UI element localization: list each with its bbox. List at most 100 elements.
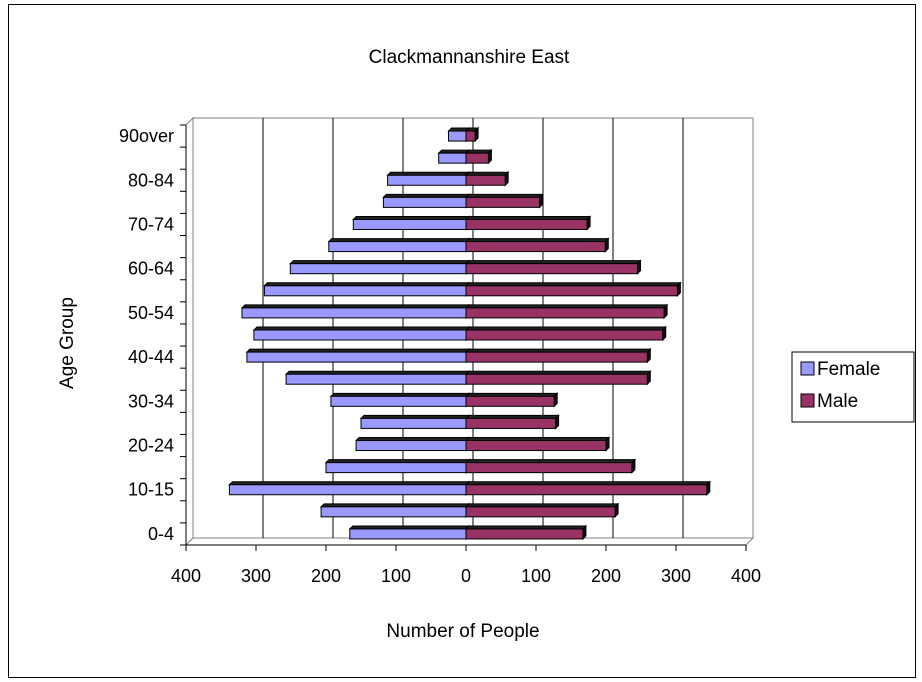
bar-face (465, 218, 588, 230)
bar-face (465, 329, 664, 341)
bar-female (437, 148, 471, 165)
bar-female (319, 502, 471, 519)
bar-female (324, 458, 471, 474)
y-tick-label: 50-54 (128, 303, 174, 323)
y-tick-label: 30-34 (128, 391, 174, 411)
y-tick-label: 20-24 (128, 436, 174, 456)
x-tick-label: 300 (241, 566, 271, 586)
y-tick-label: 40-44 (128, 347, 174, 367)
bar-face (465, 351, 648, 363)
bar-female (352, 215, 471, 231)
bar-face (241, 307, 467, 319)
x-tick-label: 400 (731, 566, 761, 586)
chart-title: Clackmannanshire East (369, 47, 570, 68)
bar-male (464, 436, 611, 452)
x-tick-label: 0 (461, 566, 471, 586)
bar-female (245, 347, 471, 364)
y-tick-label: 90over (119, 126, 174, 146)
bar-face (465, 307, 665, 319)
bar-female (252, 325, 471, 342)
bar-face (246, 351, 467, 363)
y-tick-label: 70-74 (128, 214, 174, 234)
bar-face (465, 528, 584, 540)
bar-face (320, 506, 467, 518)
side-wall (185, 116, 194, 547)
bar-male (464, 458, 637, 474)
bar-face (349, 528, 467, 540)
bar-face (465, 196, 540, 208)
bar-face (465, 440, 607, 452)
legend-swatch-male (800, 393, 815, 408)
chart-frame: Clackmannanshire East 400 300 200 100 0 100 20… (8, 4, 916, 678)
x-axis-title: Number of People (386, 621, 539, 642)
x-tick-label: 100 (381, 566, 411, 586)
bar-male (464, 259, 642, 275)
bar-male (464, 215, 592, 231)
bar-female (289, 259, 471, 275)
bar-face (352, 218, 467, 230)
bar-male (464, 193, 544, 209)
bar-face (465, 152, 489, 164)
bars (228, 126, 712, 541)
bar-face (285, 373, 467, 385)
legend-label-male: Male (817, 391, 858, 412)
bar-male (464, 370, 652, 386)
bar-face (465, 373, 648, 385)
bar-male (464, 126, 480, 143)
bar-male (464, 392, 559, 408)
bar-face (465, 506, 616, 518)
bar-face (355, 440, 467, 452)
x-tick-label: 200 (311, 566, 341, 586)
bar-face (465, 241, 606, 253)
bar-female (354, 436, 471, 452)
x-tick-label: 400 (171, 566, 201, 586)
bar-male (464, 347, 652, 364)
bar-female (348, 524, 471, 541)
bar-male (464, 480, 712, 496)
y-tick-label: 10-15 (128, 480, 174, 500)
bar-male (464, 148, 493, 165)
x-tick-label: 300 (661, 566, 691, 586)
legend-swatch-female (800, 361, 815, 376)
bar-face (465, 130, 476, 142)
bar-male (464, 303, 669, 320)
bar-face (289, 263, 467, 275)
bar-face (387, 174, 467, 186)
bar-face (465, 484, 708, 496)
bar-male (464, 414, 560, 430)
bar-face (253, 329, 467, 341)
bar-face (465, 174, 506, 186)
bar-female (263, 281, 471, 297)
legend-label-female: Female (817, 359, 880, 380)
bar-face (328, 241, 467, 253)
y-tick-label: 0-4 (148, 524, 174, 544)
bar-face (465, 462, 633, 474)
bar-male (464, 325, 667, 342)
y-tick-label: 60-64 (128, 259, 174, 279)
bar-face (438, 152, 467, 164)
bar-female (382, 193, 471, 209)
bar-male (464, 524, 588, 541)
bar-female (359, 414, 471, 430)
tick-labels: 400 300 200 100 0 100 200 300 400 0-4 10-15 20-24 30… (119, 126, 761, 586)
bar-male (464, 171, 510, 187)
bar-face (330, 395, 467, 407)
bar-female (327, 237, 471, 253)
bar-face (360, 417, 467, 429)
bar-face (263, 285, 467, 297)
y-tick-label: 80-84 (128, 170, 174, 190)
bar-male (464, 237, 610, 253)
bar-face (382, 196, 467, 208)
bar-male (464, 281, 682, 297)
axes (180, 124, 747, 551)
y-axis-title: Age Group (57, 297, 78, 389)
bar-face (465, 417, 557, 429)
population-pyramid-chart: Clackmannanshire East 400 300 200 100 0 100 20… (57, 47, 915, 642)
x-tick-label: 100 (521, 566, 551, 586)
bar-female (386, 171, 471, 187)
x-tick-label: 200 (591, 566, 621, 586)
bar-face (465, 263, 638, 275)
bar-face (325, 462, 467, 474)
bar-male (464, 502, 620, 519)
bar-female (240, 303, 471, 320)
